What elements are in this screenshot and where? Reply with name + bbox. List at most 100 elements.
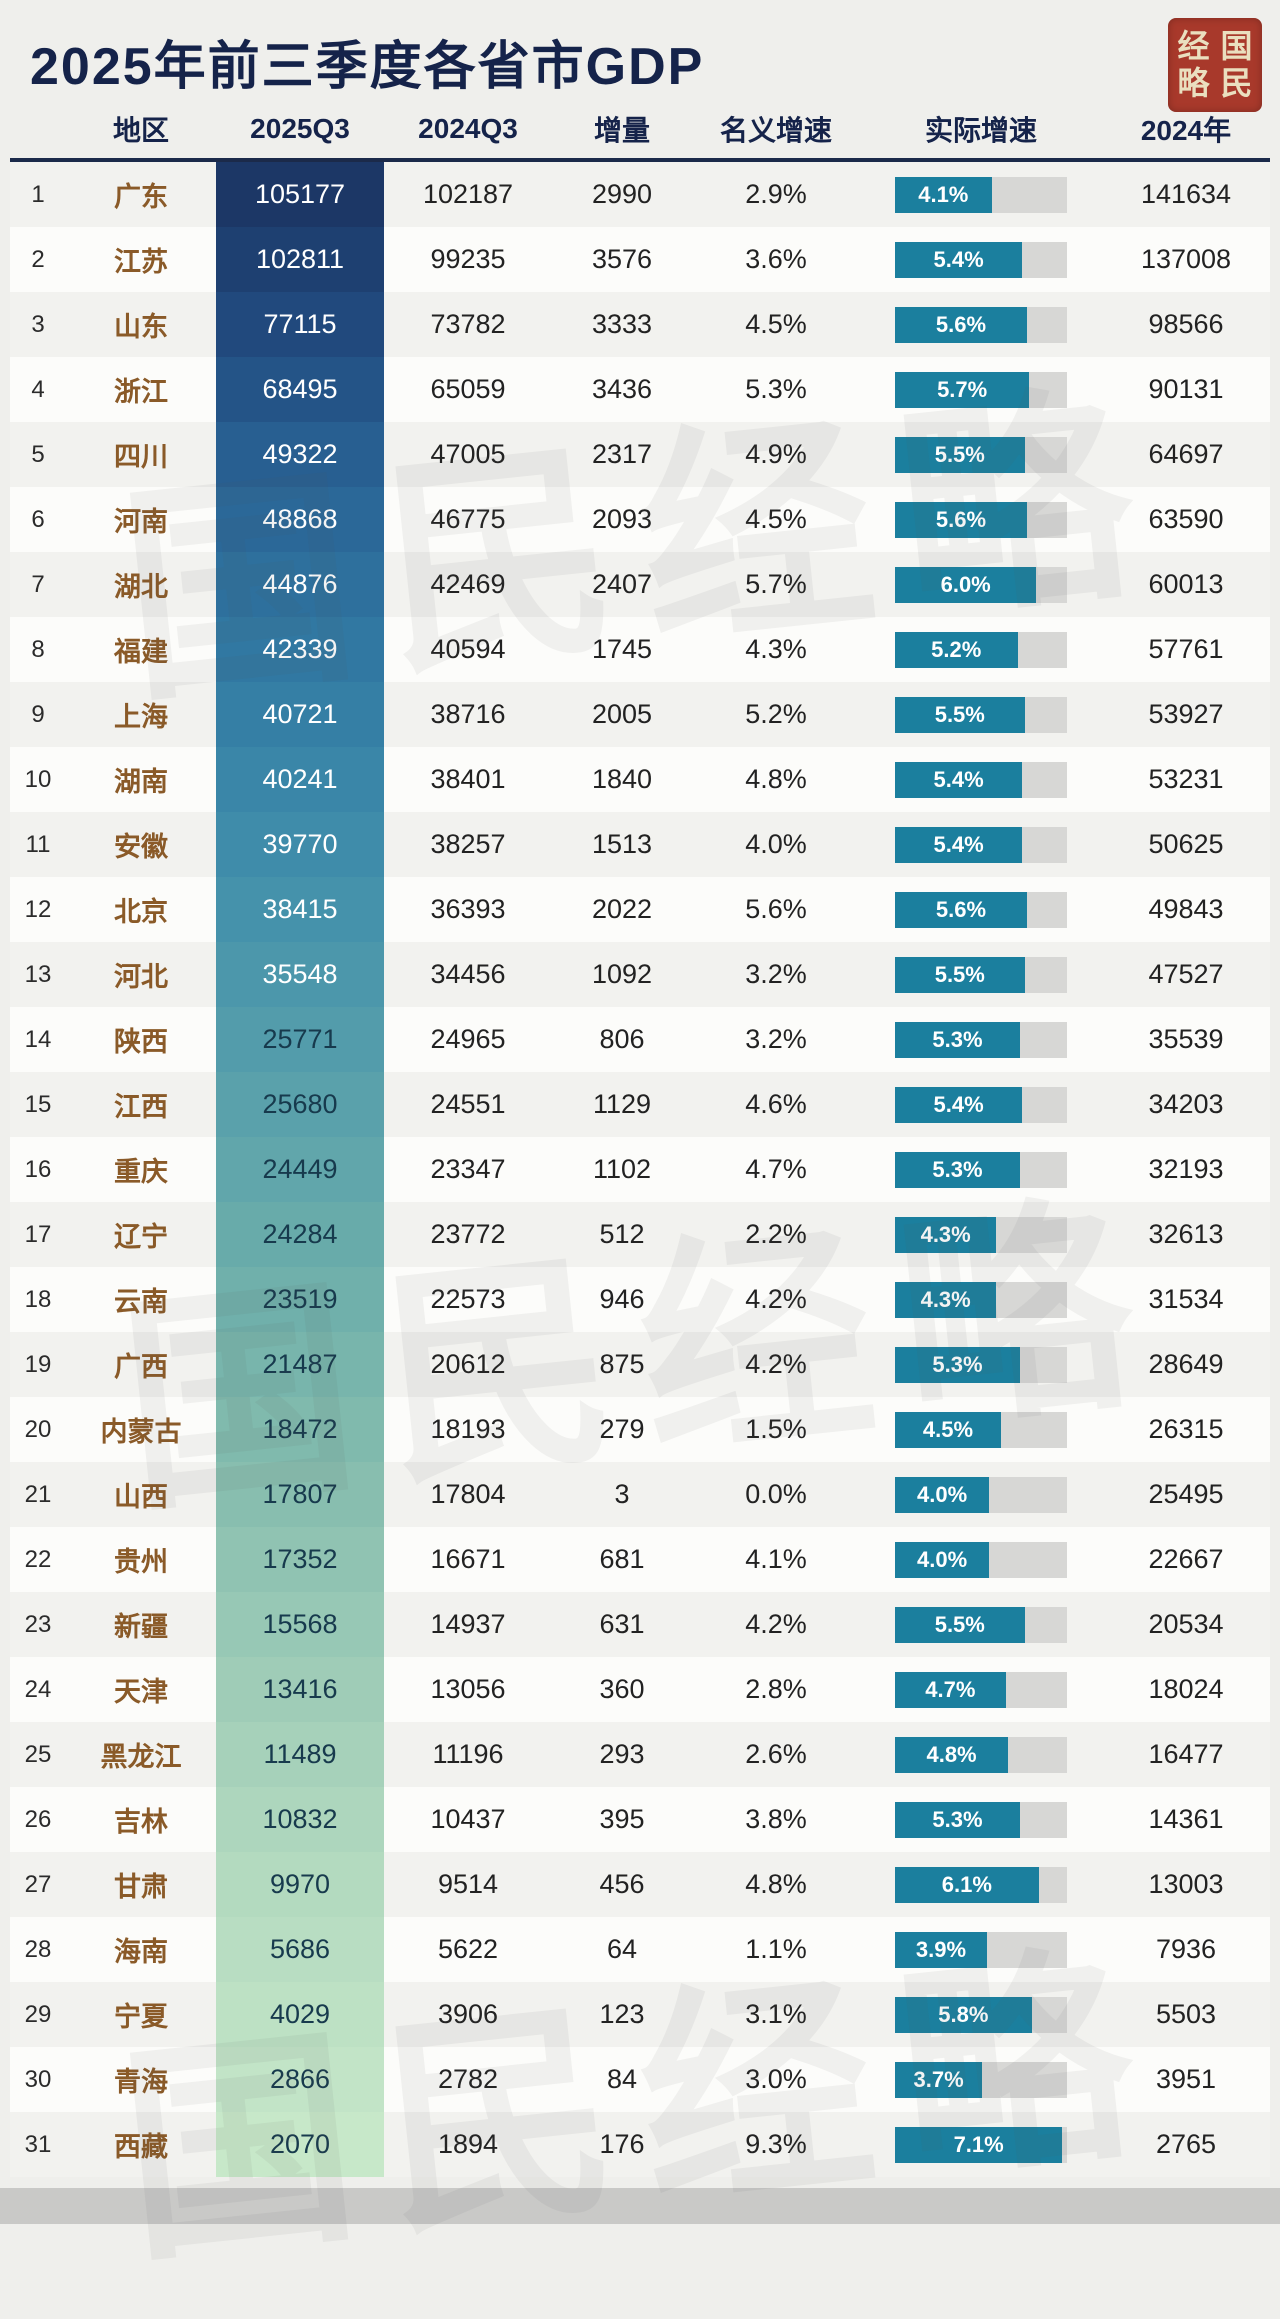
table-row: 10 湖南 40241 38401 1840 4.8% 5.4% 53231: [10, 747, 1270, 812]
table-row: 3 山东 77115 73782 3333 4.5% 5.6% 98566: [10, 292, 1270, 357]
real-growth-bar-track: 5.5%: [895, 1606, 1067, 1643]
gdp-2025q3-value: 24284: [262, 1219, 338, 1249]
table-row: 20 内蒙古 18472 18193 279 1.5% 4.5% 26315: [10, 1397, 1270, 1462]
real-growth-cell: 5.2%: [860, 617, 1102, 682]
gdp-2024-cell: 20534: [1148, 1609, 1224, 1639]
rank-cell: 19: [24, 1350, 52, 1378]
gdp-2024q3-cell: 13056: [430, 1674, 506, 1704]
nominal-growth-cell: 2.2%: [745, 1219, 807, 1249]
gdp-2025q3-value: 40721: [262, 699, 338, 729]
gdp-2024-cell: 60013: [1148, 569, 1224, 599]
real-growth-bar: 4.0%: [895, 1476, 990, 1513]
delta-cell: 1840: [591, 764, 653, 794]
region-cell: 西藏: [114, 2132, 168, 2162]
real-growth-bar: 4.3%: [895, 1216, 997, 1253]
nominal-growth-cell: 4.2%: [745, 1609, 807, 1639]
rank-cell: 2: [31, 245, 45, 273]
gdp-2024q3-cell: 5622: [437, 1934, 499, 1964]
real-growth-bar-track: 6.1%: [895, 1866, 1067, 1903]
region-cell: 新疆: [114, 1612, 168, 1642]
rank-cell: 1: [31, 180, 45, 208]
gdp-2025q3-value: 17352: [262, 1544, 338, 1574]
gdp-2025q3-value: 2866: [269, 2064, 331, 2094]
nominal-growth-cell: 0.0%: [745, 1479, 807, 1509]
delta-cell: 2093: [591, 504, 653, 534]
real-growth-bar: 5.4%: [895, 761, 1023, 798]
gdp-2024q3-cell: 3906: [437, 1999, 499, 2029]
region-cell: 河北: [114, 962, 168, 992]
gdp-2024-cell: 32613: [1148, 1219, 1224, 1249]
real-growth-bar: 5.6%: [895, 891, 1027, 928]
gdp-2025q3-value: 5686: [269, 1934, 331, 1964]
nominal-growth-cell: 4.2%: [745, 1349, 807, 1379]
real-growth-bar: 3.9%: [895, 1931, 987, 1968]
rank-cell: 30: [24, 2065, 52, 2093]
table-row: 27 甘肃 9970 9514 456 4.8% 6.1% 13003: [10, 1852, 1270, 1917]
gdp-2025q3-value: 23519: [262, 1284, 338, 1314]
table-row: 31 西藏 2070 1894 176 9.3% 7.1% 2765: [10, 2112, 1270, 2177]
real-growth-cell: 5.3%: [860, 1137, 1102, 1202]
rank-cell: 4: [31, 375, 45, 403]
table-row: 6 河南 48868 46775 2093 4.5% 5.6% 63590: [10, 487, 1270, 552]
table-row: 7 湖北 44876 42469 2407 5.7% 6.0% 60013: [10, 552, 1270, 617]
real-growth-cell: 6.0%: [860, 552, 1102, 617]
region-cell: 福建: [114, 637, 168, 667]
gdp-2025q3-value: 2070: [269, 2129, 331, 2159]
gdp-2024-cell: 32193: [1148, 1154, 1224, 1184]
table-row: 19 广西 21487 20612 875 4.2% 5.3% 28649: [10, 1332, 1270, 1397]
gdp-2025q3-value: 11489: [263, 1739, 337, 1769]
nominal-growth-cell: 3.6%: [745, 244, 807, 274]
rank-cell: 10: [24, 765, 52, 793]
delta-cell: 2317: [591, 439, 653, 469]
real-growth-cell: 4.8%: [860, 1722, 1102, 1787]
delta-cell: 395: [599, 1804, 645, 1834]
gdp-2024q3-cell: 99235: [430, 244, 506, 274]
rank-cell: 6: [31, 505, 45, 533]
gdp-2025q3-cell: 4029: [216, 1982, 384, 2047]
rank-cell: 16: [24, 1155, 52, 1183]
gdp-2024-cell: 137008: [1140, 244, 1232, 274]
gdp-2025q3-cell: 48868: [216, 487, 384, 552]
real-growth-cell: 5.4%: [860, 227, 1102, 292]
real-growth-cell: 7.1%: [860, 2112, 1102, 2177]
delta-cell: 2990: [591, 179, 653, 209]
gdp-2024q3-cell: 11196: [432, 1739, 504, 1769]
region-cell: 湖北: [114, 572, 168, 602]
gdp-2024-cell: 64697: [1148, 439, 1224, 469]
real-growth-bar: 5.8%: [895, 1996, 1032, 2033]
real-growth-cell: 4.1%: [860, 162, 1102, 227]
delta-cell: 681: [599, 1544, 645, 1574]
real-growth-cell: 5.4%: [860, 812, 1102, 877]
gdp-2024q3-cell: 9514: [437, 1869, 499, 1899]
table-row: 23 新疆 15568 14937 631 4.2% 5.5% 20534: [10, 1592, 1270, 1657]
real-growth-bar: 6.1%: [895, 1866, 1039, 1903]
real-growth-bar: 4.3%: [895, 1281, 997, 1318]
delta-cell: 1745: [591, 634, 653, 664]
gdp-2024-cell: 2765: [1155, 2129, 1217, 2159]
gdp-2025q3-cell: 18472: [216, 1397, 384, 1462]
real-growth-cell: 6.1%: [860, 1852, 1102, 1917]
real-growth-cell: 4.0%: [860, 1527, 1102, 1592]
real-growth-cell: 4.3%: [860, 1267, 1102, 1332]
gdp-2025q3-cell: 10832: [216, 1787, 384, 1852]
gdp-2024-cell: 5503: [1155, 1999, 1217, 2029]
rank-cell: 8: [31, 635, 45, 663]
table-row: 29 宁夏 4029 3906 123 3.1% 5.8% 5503: [10, 1982, 1270, 2047]
region-cell: 贵州: [114, 1547, 168, 1577]
gdp-2024q3-cell: 23772: [430, 1219, 506, 1249]
region-cell: 湖南: [114, 767, 168, 797]
gdp-2025q3-cell: 24449: [216, 1137, 384, 1202]
gdp-2025q3-cell: 21487: [216, 1332, 384, 1397]
gdp-2025q3-value: 15568: [262, 1609, 338, 1639]
gdp-2025q3-value: 102811: [255, 244, 345, 274]
delta-cell: 1129: [592, 1089, 652, 1119]
table-row: 15 江西 25680 24551 1129 4.6% 5.4% 34203: [10, 1072, 1270, 1137]
gdp-2024-cell: 34203: [1148, 1089, 1224, 1119]
real-growth-bar-track: 5.3%: [895, 1346, 1067, 1383]
gdp-2025q3-cell: 25771: [216, 1007, 384, 1072]
real-growth-cell: 5.6%: [860, 487, 1102, 552]
rank-cell: 28: [24, 1935, 52, 1963]
gdp-2024q3-cell: 18193: [430, 1414, 506, 1444]
delta-cell: 2005: [591, 699, 653, 729]
gdp-2024-cell: 57761: [1148, 634, 1224, 664]
